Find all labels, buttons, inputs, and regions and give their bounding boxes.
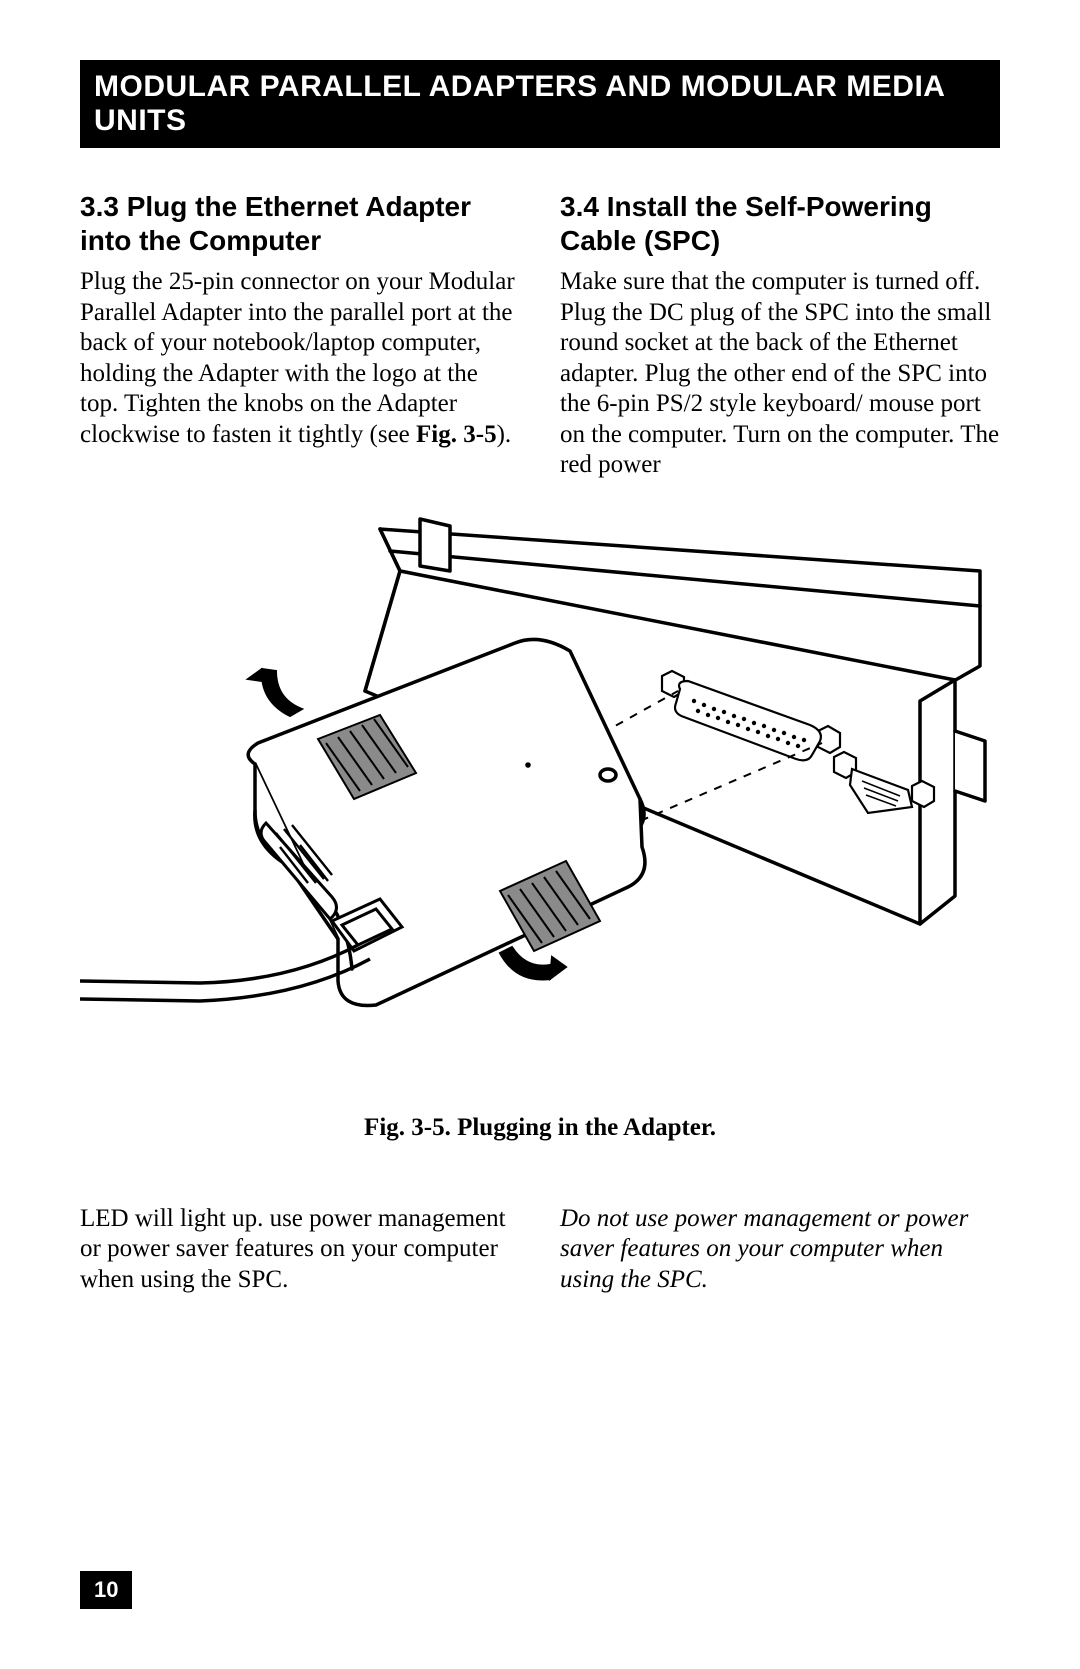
chapter-header-title: MODULAR PARALLEL ADAPTERS AND MODULAR ME… <box>94 70 944 137</box>
lower-column-left: LED will light up. use power management … <box>80 1204 520 1296</box>
page-number: 10 <box>80 1571 132 1609</box>
upper-columns: 3.3 Plug the Ethernet Adapter into the C… <box>80 190 1000 481</box>
page: MODULAR PARALLEL ADAPTERS AND MODULAR ME… <box>0 0 1080 1669</box>
lower-columns: LED will light up. use power management … <box>80 1204 1000 1296</box>
lower-right-note: Do not use power management or power sav… <box>560 1204 1000 1296</box>
chapter-header-bar: MODULAR PARALLEL ADAPTERS AND MODULAR ME… <box>80 60 1000 148</box>
section-3-3-body-bold: Fig. 3-5 <box>416 421 497 448</box>
lower-column-right: Do not use power management or power sav… <box>560 1204 1000 1296</box>
lower-left-body: LED will light up. use power management … <box>80 1204 520 1296</box>
column-right: 3.4 Install the Self-Powering Cable (SPC… <box>560 190 1000 481</box>
section-3-3-title: 3.3 Plug the Ethernet Adapter into the C… <box>80 190 520 257</box>
section-3-4-body: Make sure that the computer is turned of… <box>560 267 1000 481</box>
section-3-3-body: Plug the 25-pin connector on your Modula… <box>80 267 520 450</box>
column-left: 3.3 Plug the Ethernet Adapter into the C… <box>80 190 520 481</box>
section-3-4-title: 3.4 Install the Self-Powering Cable (SPC… <box>560 190 1000 257</box>
page-number-value: 10 <box>94 1577 118 1602</box>
figure-3-5-caption: Fig. 3-5. Plugging in the Adapter. <box>80 1114 1000 1142</box>
figure-3-5-illustration <box>80 511 1000 1091</box>
section-3-3-body-post: ). <box>497 421 512 448</box>
figure-3-5: Fig. 3-5. Plugging in the Adapter. <box>80 511 1000 1142</box>
